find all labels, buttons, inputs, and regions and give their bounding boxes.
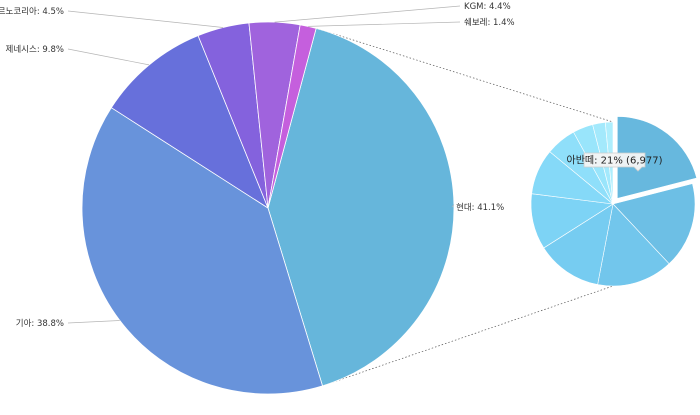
tooltip: 아반떼: 21% (6,977) [567,152,663,172]
leader-line-제네시스 [67,48,150,66]
pie-slice-기아[interactable] [81,107,324,395]
main-pie [81,21,455,395]
leader-line-기아 [67,320,120,324]
main-pie-labels: 현대: 41.1% 기아: 38.8% 제네시스: 9.8% 르노코리아: 4.5% K… [0,2,515,329]
drilldown-slice-아반떼[interactable] [616,116,698,199]
leader-line-르노코리아 [67,10,224,28]
drilldown-slice[interactable] [612,183,696,265]
pie-slice-쉐보레[interactable] [267,24,317,209]
connector-line-bottom [322,285,614,387]
drilldown-slice[interactable] [543,203,614,285]
leader-line-쉐보레 [308,21,461,27]
pie-slice-제네시스[interactable] [110,35,269,210]
drilldown-pie [530,116,698,287]
slice-label-제네시스: 제네시스: 9.8% [6,45,64,55]
slice-label-기아: 기아: 38.8% [16,318,64,329]
tooltip-box [583,152,646,172]
leader-line-현대 [451,204,455,208]
tooltip-text: 아반떼: 21% (6,977) [567,155,663,167]
slice-label-르노코리아: 르노코리아: 4.5% [0,6,64,17]
slice-label-현대: 현대: 41.1% [456,203,504,213]
connector-line-top [315,27,614,123]
drilldown-connectors [315,27,614,387]
slice-label-KGM: KGM: 4.4% [464,2,511,12]
drilldown-slice[interactable] [597,203,670,287]
slice-label-쉐보레: 쉐보레: 1.4% [464,17,515,28]
leader-line-KGM [274,5,461,23]
